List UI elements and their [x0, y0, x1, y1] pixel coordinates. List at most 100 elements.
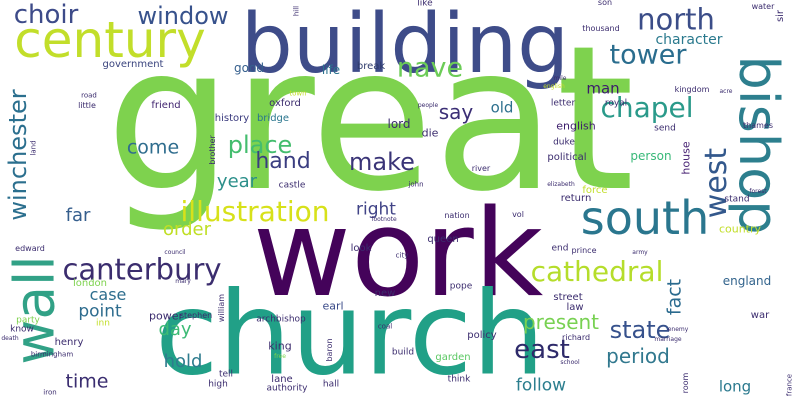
word-pope: pope: [449, 281, 473, 292]
word-little: little: [78, 101, 96, 110]
word-government: government: [102, 59, 164, 70]
word-north: north: [637, 2, 715, 37]
word-bishop: bishop: [727, 55, 790, 235]
word-london: london: [72, 278, 108, 289]
word-forest: forest: [749, 188, 767, 195]
word-south: south: [580, 191, 710, 245]
word-garden: garden: [435, 352, 471, 363]
word-authority: authority: [266, 383, 308, 394]
word-king: king: [268, 339, 292, 353]
word-think: think: [447, 374, 471, 385]
word-church: church: [155, 267, 545, 400]
word-thames: thames: [743, 121, 773, 130]
word-elizabeth: elizabeth: [547, 181, 575, 188]
word-bridge: bridge: [256, 113, 290, 124]
word-old: old: [490, 98, 514, 117]
word-return: return: [560, 193, 592, 204]
word-wall: wall: [2, 255, 67, 365]
word-royal: royal: [604, 98, 628, 109]
word-earl: earl: [322, 299, 344, 313]
word-free: free: [274, 353, 286, 360]
word-letter: letter: [550, 98, 576, 109]
word-castle: castle: [278, 180, 306, 191]
word-say: say: [438, 100, 474, 124]
word-man: man: [586, 79, 620, 98]
word-france: france: [785, 373, 794, 397]
word-road: road: [81, 91, 97, 100]
word-lane: lane: [271, 374, 293, 385]
word-inn: inn: [96, 318, 110, 329]
word-land: land: [29, 140, 38, 156]
word-queen: queen: [427, 234, 459, 245]
word-mary: mary: [175, 278, 191, 285]
word-army: army: [632, 249, 648, 256]
word-hand: hand: [255, 149, 311, 174]
word-house: house: [679, 141, 693, 175]
word-political: political: [547, 152, 587, 163]
word-water: water: [751, 2, 775, 11]
word-war: war: [750, 310, 770, 321]
word-lord: lord: [387, 117, 411, 131]
word-edward: edward: [15, 244, 45, 253]
word-english: english: [556, 119, 596, 133]
word-thousand: thousand: [582, 24, 620, 33]
word-day: day: [158, 319, 192, 340]
word-nave: nave: [396, 52, 464, 84]
word-choir: choir: [13, 0, 79, 30]
word-order: order: [163, 219, 211, 240]
word-birmingham: birmingham: [30, 350, 74, 359]
word-follow: follow: [515, 375, 567, 396]
word-john: john: [408, 180, 424, 189]
word-build: build: [391, 347, 415, 358]
word-footnote: footnote: [371, 216, 397, 223]
word-archbishop: archbishop: [256, 314, 306, 325]
word-history: history: [214, 113, 250, 124]
word-street: street: [553, 292, 583, 303]
word-acre: acre: [719, 88, 733, 95]
word-die: die: [421, 126, 439, 140]
word-point: point: [78, 301, 122, 322]
word-cathedral: cathedral: [530, 255, 664, 288]
word-country: country: [718, 222, 762, 236]
word-life: life: [321, 63, 341, 77]
word-case: case: [89, 285, 127, 304]
word-river: river: [471, 164, 491, 173]
word-enemy: enemy: [667, 326, 689, 333]
word-council: council: [164, 249, 186, 256]
word-law: law: [566, 302, 584, 313]
word-mile: mile: [553, 75, 567, 82]
word-send: send: [654, 123, 676, 134]
word-right: right: [356, 199, 396, 220]
word-friend: friend: [151, 100, 181, 111]
word-coal: coal: [377, 322, 393, 331]
word-state: state: [609, 316, 671, 344]
word-winchester: winchester: [4, 89, 32, 221]
word-building: building: [240, 0, 570, 92]
word-vol: vol: [512, 210, 524, 219]
word-hold: hold: [163, 351, 203, 372]
word-force: force: [582, 185, 608, 196]
word-son: son: [597, 0, 613, 7]
word-hill: hill: [292, 5, 301, 17]
word-work: work: [252, 185, 544, 324]
word-iron: iron: [43, 388, 57, 397]
word-present: present: [522, 310, 600, 334]
word-policy: policy: [467, 330, 497, 341]
word-place: place: [227, 131, 293, 159]
word-far: far: [65, 205, 91, 226]
word-william: william: [217, 293, 226, 323]
word-town: town: [289, 89, 307, 98]
word-make: make: [349, 148, 415, 176]
word-year: year: [216, 171, 258, 192]
word-school: school: [560, 359, 580, 366]
word-period: period: [606, 344, 670, 368]
word-east: east: [514, 335, 570, 365]
word-great: great: [105, 3, 635, 236]
word-century: century: [14, 11, 206, 69]
word-party: party: [16, 315, 40, 326]
word-death: death: [1, 335, 19, 342]
word-west: west: [699, 147, 734, 219]
word-chapel: chapel: [600, 91, 694, 124]
word-english: english: [543, 83, 565, 90]
